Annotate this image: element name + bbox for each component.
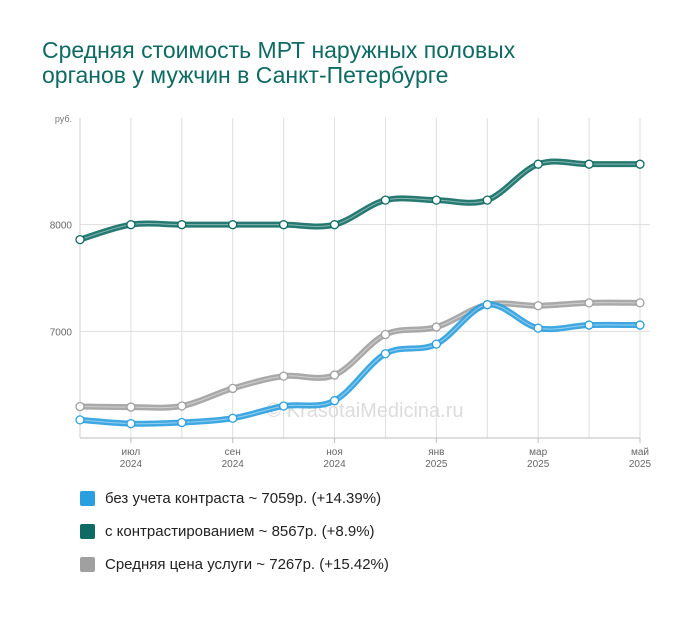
series-layer: [77, 158, 643, 427]
data-point: [533, 159, 543, 169]
data-point: [380, 195, 391, 205]
data-point: [278, 220, 289, 230]
series-line-highlight: [79, 161, 640, 241]
legend-item-average[interactable]: Средняя цена услуги ~ 7267р. (+15.42%): [80, 554, 389, 574]
data-point: [635, 320, 645, 330]
price-line-chart: 70008000руб.июл2024сен2024ноя2024янв2025…: [50, 114, 652, 470]
data-point: [482, 195, 492, 205]
data-point: [431, 322, 442, 332]
x-tick-label: янв: [428, 447, 444, 458]
grid-lines: [79, 118, 650, 438]
x-tick-label: 2025: [527, 459, 550, 470]
data-point: [75, 401, 85, 412]
data-point: [177, 401, 187, 411]
data-point: [126, 418, 136, 429]
data-point: [533, 301, 543, 311]
data-point: [177, 417, 187, 428]
series-line-highlight: [79, 302, 641, 409]
axes: 70008000руб.июл2024сен2024ноя2024янв2025…: [50, 114, 652, 470]
series-line: [77, 158, 643, 243]
x-tick-label: 2025: [629, 459, 652, 470]
data-point: [482, 300, 492, 310]
data-point: [177, 220, 187, 230]
data-point: [380, 349, 391, 359]
x-tick-label: июл: [122, 447, 141, 458]
x-tick-label: 2024: [222, 459, 245, 470]
data-point: [126, 220, 136, 230]
y-tick-label: 8000: [50, 221, 73, 232]
legend-label: с контрастированием ~ 8567р. (+8.9%): [105, 522, 375, 540]
data-point: [75, 415, 85, 425]
y-unit-label: руб.: [55, 114, 72, 124]
x-tick-label: май: [631, 447, 649, 458]
legend-item-contrast[interactable]: с контрастированием ~ 8567р. (+8.9%): [80, 521, 389, 541]
chart-title: Средняя стоимость МРТ наружных половых о…: [42, 37, 516, 88]
x-tick-label: 2024: [120, 459, 143, 470]
x-tick-label: ноя: [326, 447, 343, 458]
data-point: [533, 323, 543, 333]
data-point: [75, 234, 85, 245]
data-point: [584, 159, 594, 169]
data-point: [635, 159, 645, 169]
data-point: [278, 371, 289, 381]
data-point: [329, 220, 340, 230]
x-tick-label: мар: [529, 447, 547, 458]
data-point: [584, 298, 594, 308]
x-tick-label: 2024: [323, 459, 346, 470]
data-point: [635, 298, 645, 308]
legend-item-no-contrast[interactable]: без учета контраста ~ 7059р. (+14.39%): [80, 488, 389, 508]
legend-label: без учета контраста ~ 7059р. (+14.39%): [105, 489, 382, 507]
data-point: [329, 396, 340, 406]
data-point: [228, 220, 238, 230]
legend: без учета контраста ~ 7059р. (+14.39%) с…: [80, 488, 389, 587]
legend-swatch: [80, 523, 95, 539]
data-point: [584, 320, 594, 330]
x-tick-label: 2025: [425, 459, 448, 470]
y-tick-label: 7000: [50, 327, 73, 338]
data-point: [278, 401, 289, 411]
data-point: [228, 413, 238, 423]
data-point: [228, 383, 238, 394]
data-point: [431, 339, 442, 349]
legend-label: Средняя цена услуги ~ 7267р. (+15.42%): [105, 555, 389, 573]
data-point: [126, 402, 136, 412]
points-layer: [75, 159, 645, 429]
data-point: [329, 370, 340, 380]
x-tick-label: сен: [225, 447, 241, 458]
data-point: [431, 195, 442, 205]
legend-swatch: [80, 556, 95, 572]
legend-swatch: [80, 490, 95, 506]
data-point: [380, 329, 391, 340]
